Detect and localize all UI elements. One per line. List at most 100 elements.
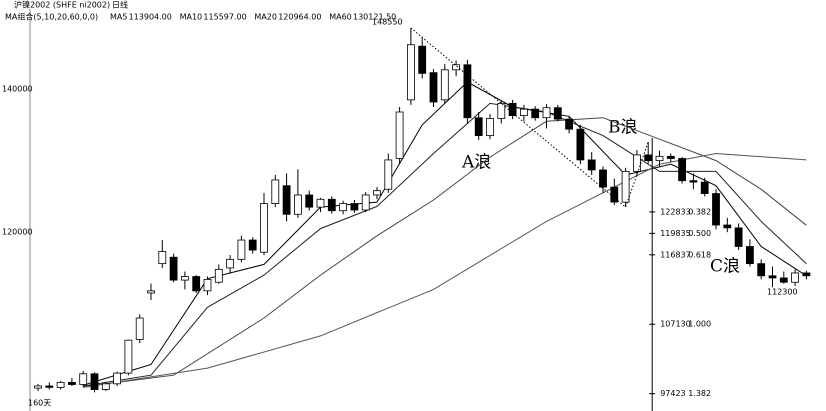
candle-body (147, 290, 155, 294)
period: 日线 (112, 0, 128, 10)
candle-body (666, 155, 675, 159)
candle-body (169, 256, 178, 281)
candle-body (576, 128, 585, 161)
wave-line (410, 27, 649, 208)
wave-b: B浪 (608, 118, 638, 138)
ma-name: MA10 (180, 13, 203, 22)
candle-body (621, 170, 630, 203)
candle-body (293, 194, 302, 215)
candle-body (79, 373, 88, 385)
candle-body (452, 64, 461, 71)
candle-body (203, 278, 212, 292)
ma-name: MA20 (254, 13, 277, 22)
candle-body (237, 239, 246, 260)
candle-body (361, 194, 370, 211)
candle-body (474, 117, 483, 137)
footer: 160天 (28, 399, 51, 408)
peak-label: 148550 (372, 18, 403, 27)
fib-ratio: 1.382 (688, 389, 711, 398)
wave-a: A浪 (461, 153, 491, 173)
low-label: 112300 (767, 288, 798, 297)
candle-body (734, 227, 743, 247)
candle-body (440, 69, 449, 101)
candle-body (802, 272, 811, 277)
candle-body (700, 181, 709, 194)
candle-body (779, 277, 788, 283)
fib-price: 116837 (660, 250, 691, 259)
candle-body (791, 272, 799, 283)
candle-body (248, 239, 257, 251)
fib-price: 122833 (660, 207, 691, 216)
candle-body (316, 198, 325, 208)
candle-body (531, 108, 540, 119)
candle-body (271, 179, 280, 204)
candle-body (90, 373, 99, 390)
fib-ratio: 1.000 (688, 320, 711, 329)
candle-body (124, 339, 133, 374)
candle-body (113, 372, 121, 385)
candle-body (418, 45, 427, 74)
candle-body (633, 154, 641, 172)
candle-body (350, 203, 359, 211)
candle-body (282, 185, 291, 215)
candle-body (135, 317, 144, 340)
candle-body (644, 154, 653, 162)
candle-body (34, 385, 42, 389)
candle-body (486, 118, 494, 137)
candle-body (599, 169, 607, 188)
candle-body (520, 108, 528, 116)
ma-name: MA60 (329, 13, 352, 22)
candle-body (101, 383, 110, 390)
candle-body (610, 186, 619, 203)
fib-ratio: 0.618 (688, 250, 711, 259)
candle-body (158, 251, 167, 265)
candle-body (260, 203, 268, 253)
candle-body (712, 193, 720, 226)
candle-body (463, 64, 472, 119)
candle-body (68, 381, 76, 385)
ma-value: 113904.00 (129, 13, 172, 22)
ma-line (83, 152, 807, 388)
fib-price: 97423 (660, 389, 685, 398)
candle-body (226, 258, 235, 269)
ma-group: MA组合(5,10,20,60,0,0) (5, 12, 98, 22)
ma-value: 130121.50 (353, 13, 396, 22)
fib-ratio: 0.500 (688, 229, 711, 238)
candle-body (339, 203, 348, 212)
candle-body (406, 44, 415, 101)
candle-body (305, 194, 314, 208)
candle-body (587, 159, 596, 171)
candle-body (327, 198, 336, 212)
candle-body (429, 72, 438, 103)
candle-body (565, 118, 573, 130)
candle-body (192, 276, 201, 292)
candle-body (497, 103, 506, 119)
candle-body (655, 155, 664, 162)
candle-body (553, 107, 562, 120)
y-tick-label: 140000 (2, 85, 33, 94)
candle-body (768, 275, 777, 279)
candle-body (214, 268, 223, 283)
y-tick-label: 120000 (2, 228, 33, 237)
ma-line (83, 102, 807, 387)
candle-body (45, 385, 54, 388)
candle-body (56, 381, 65, 388)
fib-ratio: 0.382 (688, 207, 711, 216)
candle-body (723, 224, 732, 229)
ma-line (83, 117, 807, 388)
fib-price: 107130 (660, 320, 691, 329)
candle-body (689, 180, 698, 183)
ma-name: MA5 (110, 13, 127, 22)
candle-body (395, 111, 404, 159)
candle-body (678, 158, 686, 182)
fib-price: 119835 (660, 229, 691, 238)
candle-body (746, 246, 754, 265)
candle-body (384, 159, 393, 190)
symbol: 沪镍2002 (SHFE ni2002) (14, 0, 110, 10)
candle-body (373, 190, 381, 196)
candle-body (180, 276, 189, 281)
candle-body (757, 263, 766, 277)
ma-value: 120964.00 (278, 13, 321, 22)
